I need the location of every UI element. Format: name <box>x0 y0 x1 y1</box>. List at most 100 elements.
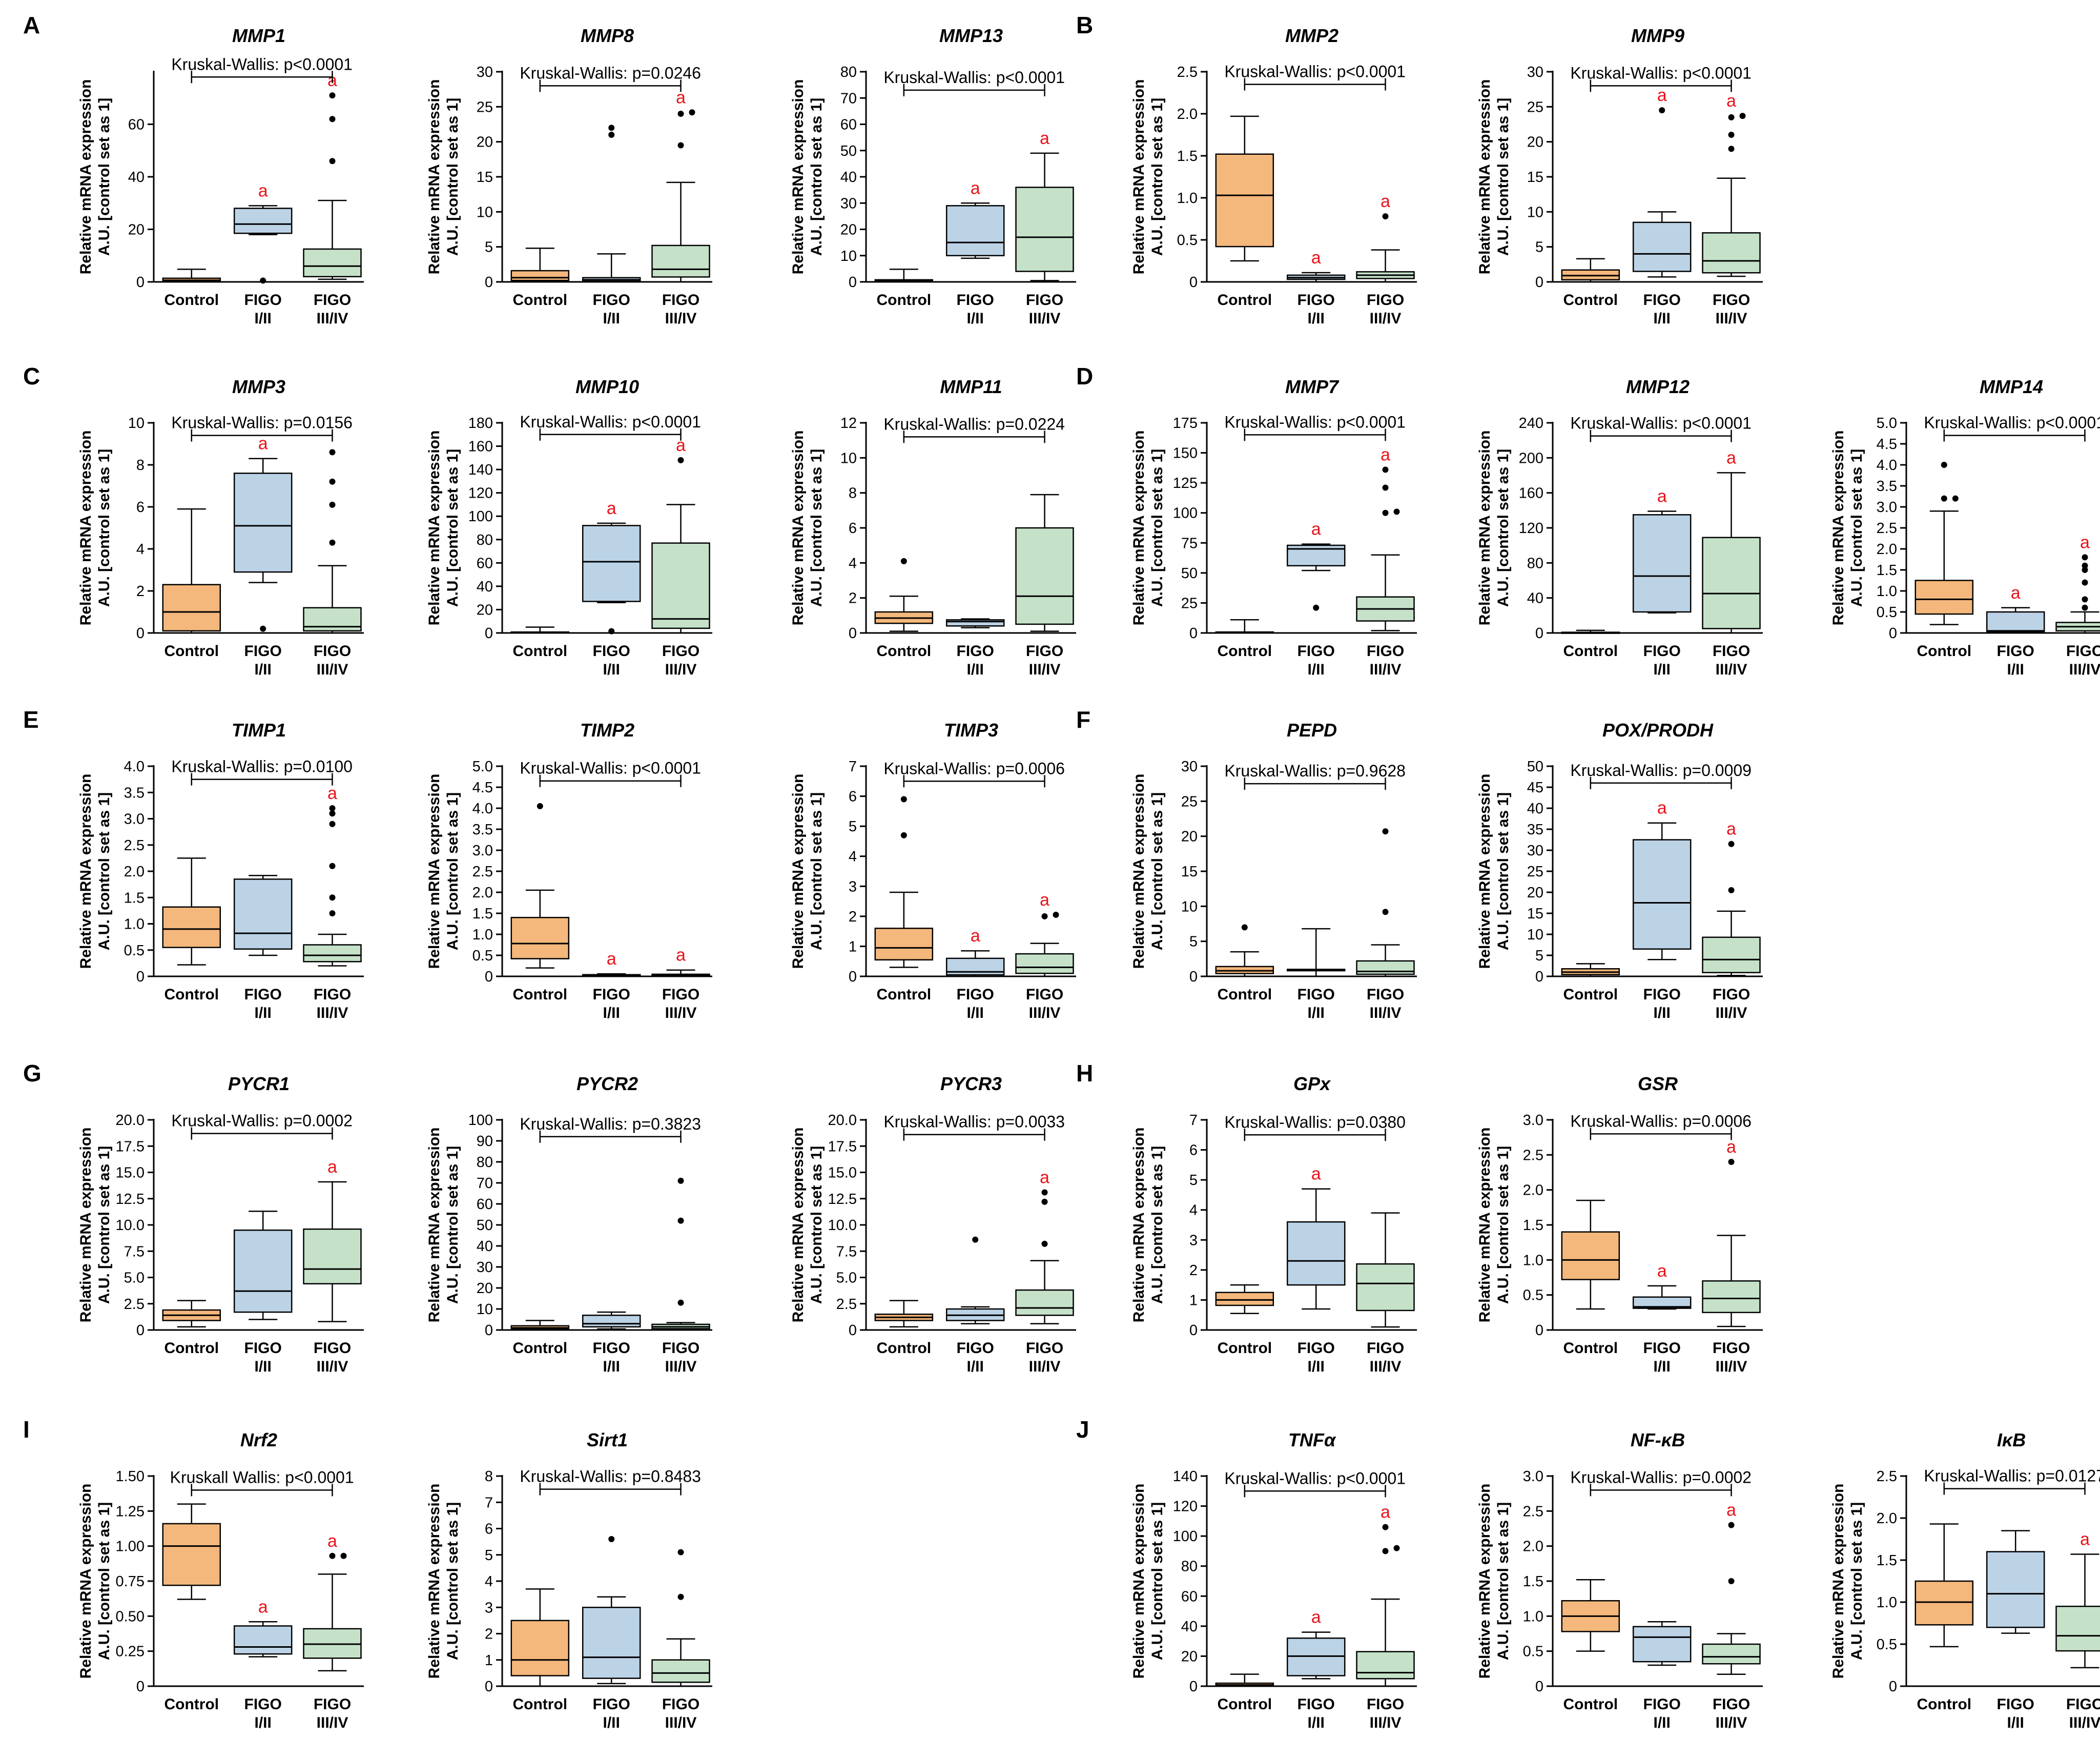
y-tick-label: 45 <box>1527 780 1543 796</box>
y-tick-label: 40 <box>128 169 145 186</box>
y-tick-label: 4.0 <box>124 759 145 775</box>
outlier-point <box>1728 1522 1735 1528</box>
y-tick-label: 10 <box>128 415 145 432</box>
test-label: Kruskal-Wallis: p=0.9628 <box>1224 762 1406 780</box>
y-tick-label: 1.5 <box>1877 1552 1897 1569</box>
y-tick-label: 10 <box>477 1301 493 1318</box>
y-tick-label: 0 <box>1535 1322 1543 1339</box>
box-iqr <box>233 473 293 573</box>
y-tick-label: 1.0 <box>1877 583 1897 600</box>
y-tick-label: 6 <box>1189 1142 1198 1159</box>
x-category-label: Control <box>164 986 219 1003</box>
box-figo34: a <box>1702 448 1761 634</box>
x-category-label: III/IV <box>1716 310 1747 327</box>
outlier-point <box>1041 1189 1048 1196</box>
box-figo12 <box>233 874 293 956</box>
significance-marker: a <box>1657 487 1667 506</box>
box-figo12 <box>1632 1621 1692 1666</box>
x-category-label: FIGO <box>1298 1340 1335 1357</box>
y-tick-label: 0 <box>849 625 857 642</box>
significance-marker: a <box>1726 820 1736 839</box>
y-tick-label: 2 <box>136 583 145 600</box>
box-figo12: a <box>1632 487 1692 613</box>
y-axis-label-line1: Relative mRNA expression <box>790 1128 807 1323</box>
x-category-label: III/IV <box>1370 1005 1402 1021</box>
y-tick-label: 2.0 <box>472 885 493 901</box>
outlier-point <box>329 894 336 901</box>
outlier-point <box>260 625 266 632</box>
outlier-point <box>608 125 615 131</box>
x-category-label: FIGO <box>593 986 630 1003</box>
x-category-label: I/II <box>255 1005 272 1021</box>
significance-marker: a <box>1040 1168 1049 1187</box>
box-figo12 <box>1286 928 1346 977</box>
y-tick-label: 120 <box>1519 520 1543 537</box>
y-tick-label: 40 <box>1181 1619 1198 1635</box>
y-axis-label-line1: Relative mRNA expression <box>426 774 443 969</box>
y-axis-label: Relative mRNA expression A.U. [control se… <box>426 431 461 626</box>
x-category-label: III/IV <box>1716 1714 1747 1731</box>
y-tick-label: 0.5 <box>1523 1644 1543 1660</box>
outlier-point <box>2082 604 2088 611</box>
y-axis-label: Relative mRNA expression A.U. [control se… <box>77 79 113 275</box>
y-tick-label: 0 <box>849 274 857 291</box>
x-category-label: FIGO <box>1643 1340 1681 1357</box>
outlier-point <box>1728 841 1735 847</box>
y-axis-label-line2: A.U. [control set as 1] <box>1495 98 1512 256</box>
box-control <box>510 626 570 634</box>
y-axis-label-line2: A.U. [control set as 1] <box>96 1146 113 1304</box>
y-tick-label: 2.5 <box>1523 1147 1543 1163</box>
box-figo34: a <box>1356 445 1415 631</box>
outlier-point <box>2082 554 2088 561</box>
y-tick-label: 3 <box>485 1600 493 1616</box>
y-tick-label: 2.5 <box>472 864 493 880</box>
y-axis-label: Relative mRNA expression A.U. [control se… <box>426 1484 461 1679</box>
x-category-label: FIGO <box>314 986 351 1003</box>
x-category-label: Control <box>876 643 931 660</box>
test-label: Kruskal-Wallis: p<0.0001 <box>883 68 1065 87</box>
test-label: Kruskal-Wallis: p=0.0224 <box>883 415 1065 433</box>
y-tick-label: 25 <box>1527 99 1543 115</box>
box-control <box>162 1300 221 1328</box>
y-axis-label-line1: Relative mRNA expression <box>1130 1484 1147 1679</box>
y-tick-label: 4.0 <box>1877 457 1897 474</box>
test-label: Kruskal-Wallis: p<0.0001 <box>520 759 701 777</box>
chart-title: MMP14 <box>1980 376 2043 397</box>
y-tick-label: 1.50 <box>116 1468 145 1485</box>
y-tick-label: 120 <box>1173 1499 1198 1515</box>
y-tick-label: 15 <box>1527 906 1543 922</box>
y-tick-label: 8 <box>485 1468 493 1485</box>
y-axis-label-line2: A.U. [control set as 1] <box>1848 449 1865 607</box>
y-axis-label-line1: Relative mRNA expression <box>426 431 443 626</box>
box-figo34: a <box>1015 129 1074 281</box>
y-tick-label: 17.5 <box>828 1138 857 1155</box>
box-figo34: a <box>651 946 710 977</box>
box-iqr <box>945 205 1005 256</box>
y-axis-label: Relative mRNA expression A.U. [control se… <box>1476 1128 1512 1323</box>
outlier-point <box>1952 495 1959 502</box>
x-category-label: FIGO <box>957 1340 994 1357</box>
y-tick-label: 35 <box>1527 822 1543 838</box>
box-control <box>874 1300 934 1328</box>
box-control <box>874 558 934 632</box>
box-control <box>1215 115 1274 262</box>
box-iqr <box>1914 1580 1974 1626</box>
y-tick-label: 2.5 <box>1177 64 1198 80</box>
box-iqr <box>1632 1296 1692 1309</box>
y-tick-label: 50 <box>840 143 857 159</box>
significance-marker: a <box>1726 1137 1736 1157</box>
chart-tnf: TNFα Relative mRNA expression A.U. [contro… <box>1130 1429 1417 1731</box>
box-iqr <box>1356 1651 1415 1680</box>
chart-title: MMP9 <box>1631 25 1684 46</box>
y-tick-label: 25 <box>477 99 493 115</box>
y-axis-label-line1: Relative mRNA expression <box>1476 431 1493 626</box>
y-tick-label: 1.0 <box>472 927 493 943</box>
x-category-label: Control <box>1217 1696 1272 1713</box>
y-tick-label: 0 <box>1189 625 1198 642</box>
chart-mmp7: MMP7 Relative mRNA expression A.U. [contro… <box>1130 376 1417 678</box>
y-tick-label: 40 <box>840 169 857 186</box>
chart-title: TNFα <box>1288 1429 1336 1450</box>
x-category-label: FIGO <box>662 986 699 1003</box>
x-category-label: FIGO <box>1997 643 2034 660</box>
box-figo34: a <box>1356 192 1415 283</box>
